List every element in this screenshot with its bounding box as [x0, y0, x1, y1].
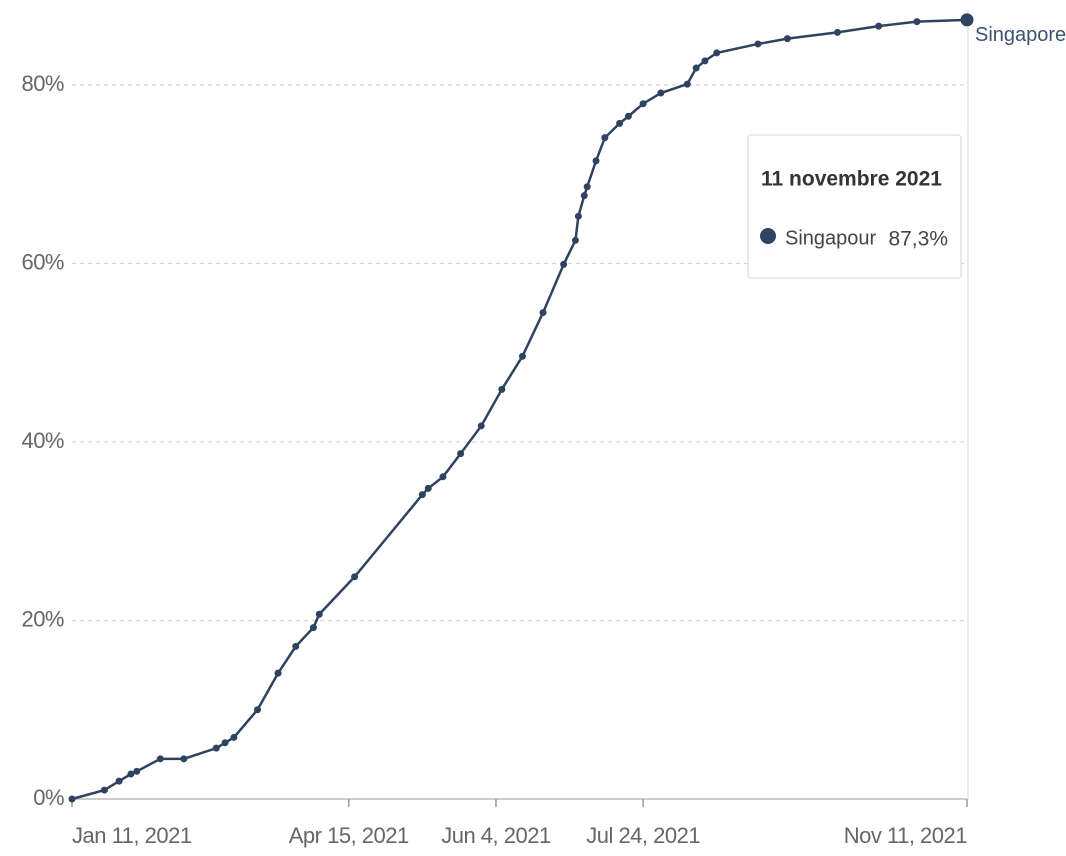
y-tick-label: 40% — [21, 428, 64, 453]
point — [657, 89, 665, 97]
point — [180, 755, 188, 763]
point — [754, 40, 762, 48]
y-tick-label: 20% — [21, 606, 64, 631]
point — [539, 309, 547, 317]
point — [571, 236, 579, 244]
tooltip-marker — [760, 228, 776, 244]
x-tick-label: Nov 11, 2021 — [844, 823, 968, 848]
x-tick-label: Jun 4, 2021 — [441, 823, 551, 848]
point — [68, 795, 76, 803]
point — [133, 767, 141, 775]
point — [560, 260, 568, 268]
point — [692, 64, 700, 72]
point — [315, 610, 323, 618]
point — [583, 183, 591, 191]
point — [624, 112, 632, 120]
point — [518, 352, 526, 360]
point — [100, 786, 108, 794]
point — [875, 22, 883, 30]
point — [309, 624, 317, 632]
point — [592, 157, 600, 165]
tooltip-box — [747, 134, 962, 279]
y-tick-label: 80% — [21, 71, 64, 96]
point — [292, 642, 300, 650]
point — [683, 80, 691, 88]
tooltip: 11 novembre 2021 Singapour 87,3% — [747, 134, 962, 279]
point — [713, 49, 721, 57]
point — [580, 192, 588, 200]
y-tick-label: 60% — [21, 249, 64, 274]
point — [424, 484, 432, 492]
point — [221, 739, 229, 747]
point — [913, 18, 921, 26]
point — [477, 422, 485, 430]
point — [212, 744, 220, 752]
point — [274, 669, 282, 677]
point — [783, 35, 791, 43]
point — [701, 57, 709, 65]
tooltip-name: Singapour — [785, 227, 877, 249]
x-tick-label: Jan 11, 2021 — [72, 823, 192, 848]
x-tick-label: Jul 24, 2021 — [586, 823, 700, 848]
point — [457, 450, 465, 458]
point — [498, 385, 506, 393]
point — [960, 13, 974, 27]
point — [639, 100, 647, 108]
tooltip-title: 11 novembre 2021 — [761, 168, 942, 191]
point — [230, 733, 238, 741]
point — [833, 28, 841, 36]
series-label: Singapore — [975, 24, 1066, 46]
y-tick-label: 0% — [33, 785, 64, 810]
x-tick-label: Apr 15, 2021 — [289, 823, 409, 848]
point — [253, 706, 261, 714]
point — [616, 119, 624, 127]
tooltip-value: 87,3% — [888, 228, 948, 251]
point — [115, 777, 123, 785]
point — [439, 473, 447, 481]
point — [156, 755, 164, 763]
point — [418, 491, 426, 499]
point — [127, 770, 135, 778]
point — [351, 573, 359, 581]
point — [574, 212, 582, 220]
point — [601, 134, 609, 142]
